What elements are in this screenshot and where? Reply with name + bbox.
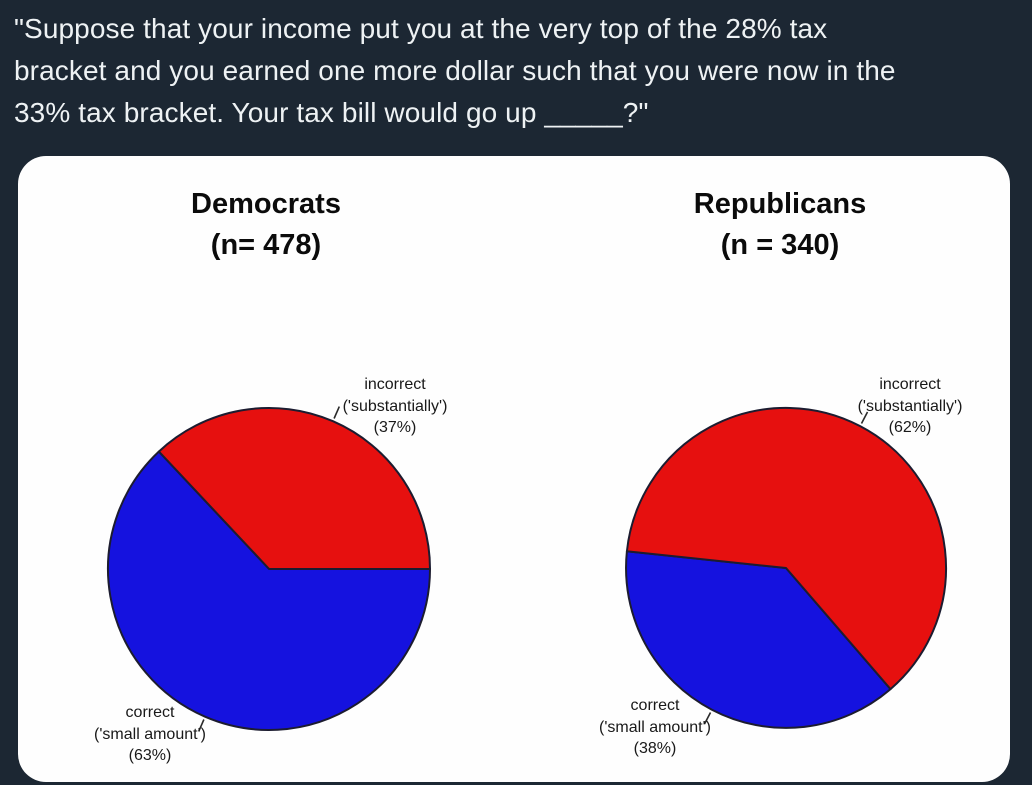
- democrats-chart-title: Democrats (n= 478): [146, 184, 386, 266]
- question-line: "Suppose that your income put you at the…: [14, 13, 828, 44]
- republicans-correct-label: correct ('small amount') (38%): [575, 695, 735, 760]
- democrats-correct-label: correct ('small amount') (63%): [70, 702, 230, 767]
- slice-label-line: ('small amount'): [599, 718, 711, 736]
- slice-label-line: correct: [125, 704, 175, 721]
- slice-label-line: ('substantially'): [857, 397, 963, 415]
- chart-title-text: Democrats: [191, 188, 341, 220]
- label-tick: [197, 719, 205, 732]
- slice-label-line: ('substantially'): [342, 397, 448, 415]
- republicans-pie-chart: [625, 406, 948, 729]
- question-line: bracket and you earned one more dollar s…: [14, 55, 896, 86]
- slice-label-line: incorrect: [364, 376, 426, 393]
- republicans-slice-correct: [625, 550, 892, 729]
- slice-label-line: correct: [630, 697, 680, 714]
- democrats-slice-incorrect: [157, 407, 431, 570]
- slice-label-line: incorrect: [879, 376, 941, 393]
- slice-label-line: ('small amount'): [94, 725, 206, 743]
- label-tick: [860, 411, 869, 424]
- democrats-incorrect-label: incorrect ('substantially') (37%): [315, 374, 475, 439]
- question-line: 33% tax bracket. Your tax bill would go …: [14, 97, 649, 128]
- democrats-pie-chart: [107, 406, 431, 732]
- label-tick: [703, 712, 712, 725]
- republicans-slice-incorrect: [625, 406, 948, 691]
- slice-label-percent: (38%): [633, 740, 677, 757]
- label-tick: [333, 406, 341, 419]
- question-text: "Suppose that your income put you at the…: [14, 8, 1014, 134]
- slice-label-percent: (63%): [128, 747, 172, 764]
- figure-card[interactable]: Democrats (n= 478) Republicans (n = 340)…: [18, 156, 1010, 782]
- republicans-incorrect-label: incorrect ('substantially') (62%): [830, 374, 990, 439]
- slice-label-percent: (37%): [373, 419, 417, 436]
- democrats-slice-correct: [107, 450, 431, 731]
- chart-sample-size: (n= 478): [210, 229, 322, 261]
- republicans-chart-title: Republicans (n = 340): [660, 184, 900, 266]
- chart-sample-size: (n = 340): [720, 229, 840, 261]
- slice-label-percent: (62%): [888, 419, 932, 436]
- chart-title-text: Republicans: [693, 188, 867, 220]
